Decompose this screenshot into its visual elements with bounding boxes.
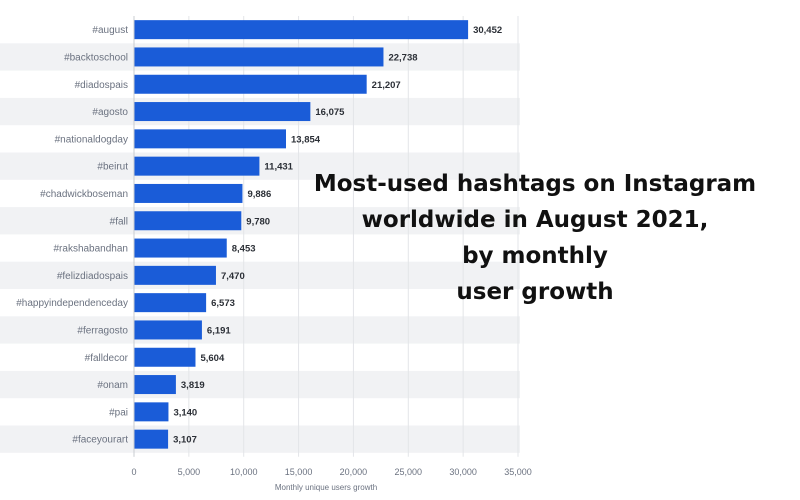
row-stripe (0, 316, 520, 344)
x-tick-label: 15,000 (285, 467, 313, 477)
category-label: #pai (109, 407, 128, 418)
bar-nationaldogday (134, 129, 286, 149)
category-label: #falldecor (85, 353, 129, 364)
bar-felizdiadospais (134, 265, 216, 285)
row-stripe (0, 261, 520, 289)
value-label: 7,470 (221, 271, 245, 282)
x-tick-label: 20,000 (340, 467, 368, 477)
category-label: #august (92, 25, 128, 36)
bar-ferragosto (134, 320, 202, 340)
x-tick-label: 10,000 (230, 467, 258, 477)
value-label: 3,819 (181, 380, 205, 391)
row-stripe (0, 207, 520, 235)
bar-rakshabandhan (134, 238, 227, 258)
value-label: 21,207 (372, 80, 401, 91)
bar-chadwickboseman (134, 183, 243, 203)
value-label: 3,107 (173, 435, 197, 446)
x-tick-label: 0 (131, 467, 136, 477)
bar-backtoschool (134, 47, 384, 67)
bar-august (134, 20, 469, 40)
value-label: 9,780 (246, 216, 270, 227)
category-label: #onam (97, 380, 128, 391)
category-label: #agosto (92, 107, 128, 118)
value-label: 8,453 (232, 244, 256, 255)
x-tick-label: 25,000 (395, 467, 423, 477)
category-label: #nationaldogday (55, 134, 128, 145)
x-tick-label: 35,000 (504, 467, 532, 477)
bar-onam (134, 375, 176, 395)
bar-faceyourart (134, 429, 169, 449)
x-tick-label: 5,000 (178, 467, 201, 477)
bar-fall (134, 211, 242, 231)
value-label: 5,604 (200, 353, 224, 364)
value-label: 6,573 (211, 298, 235, 309)
value-label: 22,738 (388, 52, 417, 63)
category-label: #beirut (97, 162, 128, 173)
bar-falldecor (134, 347, 196, 367)
value-label: 13,854 (291, 134, 321, 145)
x-tick-label: 30,000 (449, 467, 477, 477)
row-stripe (0, 370, 520, 399)
value-label: 11,431 (264, 162, 293, 173)
chart-title: Most-used hashtags on Instagram worldwid… (313, 171, 757, 305)
category-label: #diadospais (75, 80, 128, 91)
value-label: 3,140 (173, 407, 197, 418)
value-label: 30,452 (473, 25, 502, 36)
bar-beirut (134, 156, 260, 176)
bar-pai (134, 402, 169, 422)
value-label: 16,075 (315, 107, 345, 118)
category-label: #ferragosto (77, 325, 128, 336)
category-label: #happyindependenceday (16, 298, 128, 309)
value-label: 9,886 (247, 189, 271, 200)
row-stripe (0, 152, 520, 180)
bar-agosto (134, 102, 311, 122)
x-axis-title: Monthly unique users growth (275, 483, 377, 492)
row-stripe (0, 425, 520, 453)
bar-happyindependenceday (134, 293, 207, 313)
category-label: #felizdiadospais (57, 271, 128, 282)
category-label: #faceyourart (72, 435, 128, 446)
category-label: #chadwickboseman (40, 189, 128, 200)
value-label: 6,191 (207, 325, 231, 336)
category-label: #backtoschool (64, 52, 128, 63)
category-label: #fall (110, 216, 128, 227)
bar-diadospais (134, 74, 367, 94)
category-label: #rakshabandhan (53, 244, 128, 255)
